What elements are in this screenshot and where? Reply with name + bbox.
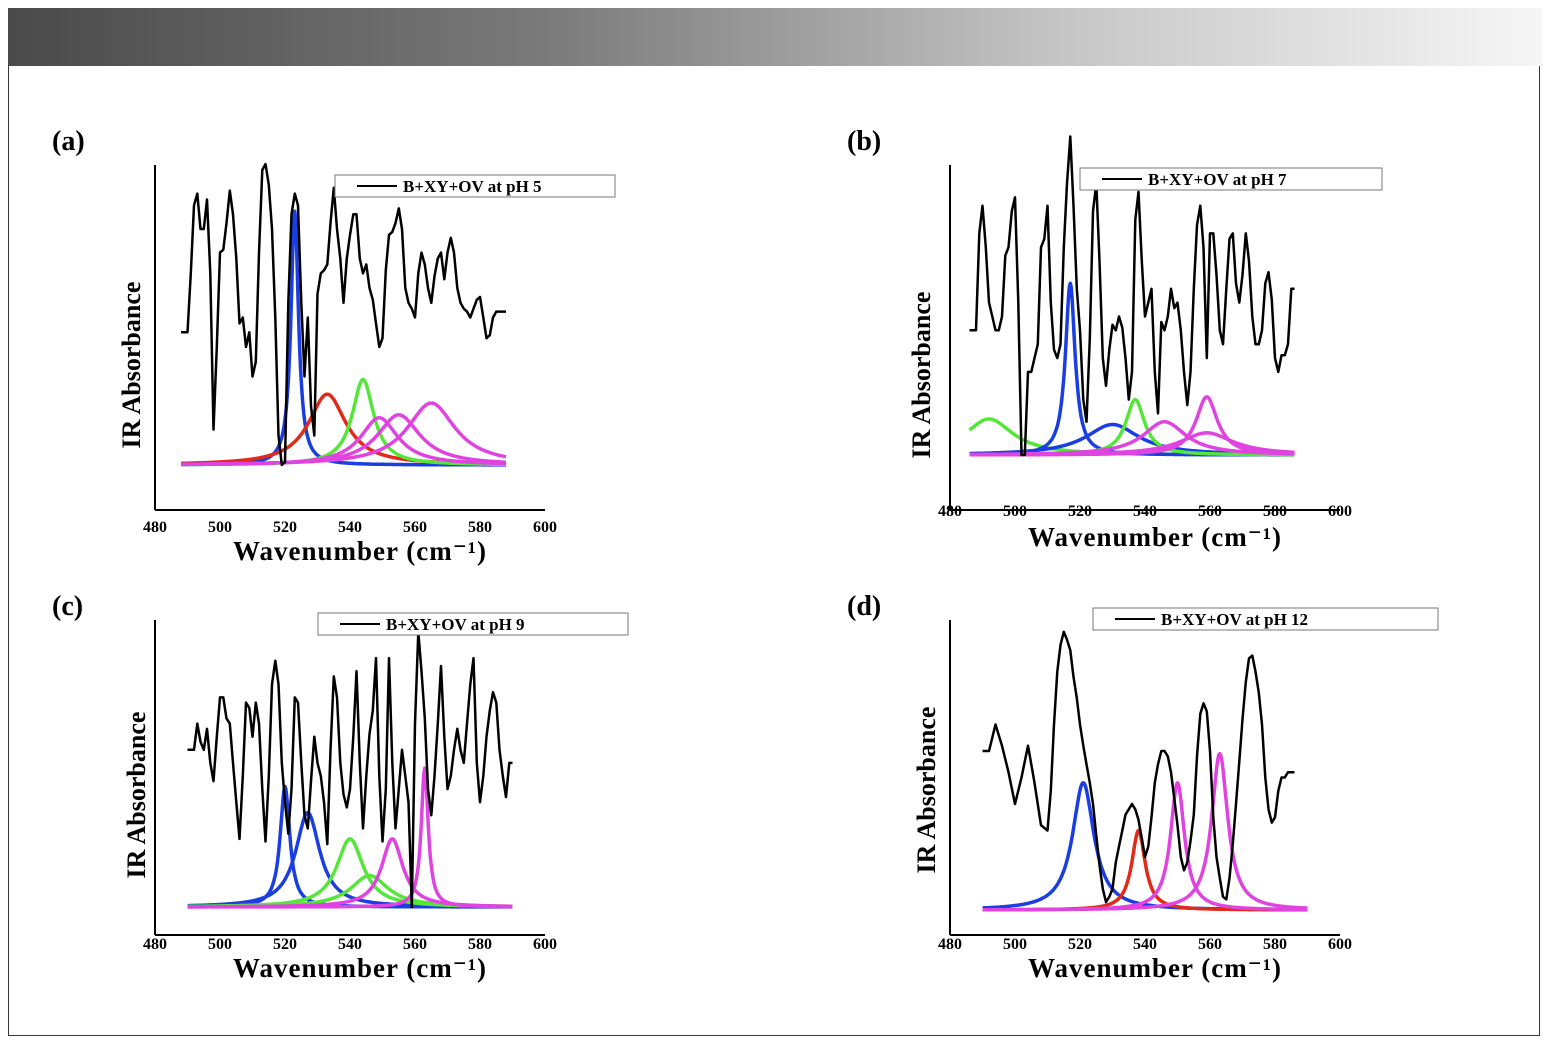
x-tick-label: 520 <box>1068 503 1092 520</box>
x-tick-label: 480 <box>938 503 962 520</box>
y-axis-label: IR Absorbance <box>912 707 941 874</box>
legend-text: B+XY+OV at pH 5 <box>403 177 542 196</box>
panel-label: (c) <box>52 591 83 622</box>
chart-panel-a: (a) 480 500 520 540 560 580 600 B+XY+OV at pH … <box>40 120 800 590</box>
x-tick-label: 580 <box>468 519 492 536</box>
fit-curve-1 <box>180 209 507 467</box>
header-banner <box>8 8 1542 66</box>
x-tick-label: 540 <box>338 936 362 953</box>
chart-panel-c: (c) 480 500 520 540 560 580 600 B+XY+OV at pH … <box>40 585 800 1055</box>
spectrum <box>969 135 1295 457</box>
x-tick-label: 600 <box>1328 503 1352 520</box>
panel-label: (d) <box>847 591 881 622</box>
x-tick-label: 500 <box>208 936 232 953</box>
fit-curve-1 <box>981 781 1309 912</box>
fit-curve-2 <box>981 828 1309 912</box>
spectrum-line <box>187 630 513 909</box>
legend: B+XY+OV at pH 7 <box>1079 167 1383 191</box>
figure-frame <box>8 66 1540 1036</box>
legend-box <box>334 174 616 198</box>
legend-box <box>1092 607 1439 631</box>
x-tick-label: 480 <box>938 936 962 953</box>
y-axis-label: IR Absorbance <box>122 712 151 879</box>
x-tick-label: 520 <box>1068 936 1092 953</box>
x-tick-label: 580 <box>468 936 492 953</box>
legend-text: B+XY+OV at pH 7 <box>1148 170 1287 189</box>
legend-box <box>1079 167 1383 191</box>
spectrum <box>181 162 506 467</box>
chart-svg-c: (c) 480 500 520 540 560 580 600 B+XY+OV at pH … <box>52 591 629 983</box>
x-tick-label: 540 <box>1133 936 1157 953</box>
x-tick-label: 600 <box>1328 936 1352 953</box>
spectrum <box>187 630 513 909</box>
fit-curve-6 <box>180 401 507 466</box>
spectrum <box>982 630 1295 904</box>
legend-text: B+XY+OV at pH 12 <box>1161 610 1308 629</box>
legend-text: B+XY+OV at pH 9 <box>386 615 525 634</box>
x-tick-label: 560 <box>403 936 427 953</box>
x-tick-label: 540 <box>1133 503 1157 520</box>
chart-panel-b: (b) 480 500 520 540 560 580 600 B+XY+OV at pH … <box>835 120 1550 590</box>
x-tick-label: 480 <box>143 519 167 536</box>
fit-curves <box>180 209 507 467</box>
x-tick-label: 520 <box>273 936 297 953</box>
legend: B+XY+OV at pH 9 <box>317 612 629 636</box>
x-axis-label: Wavenumber (cm⁻¹) <box>233 953 487 983</box>
chart-svg-b: (b) 480 500 520 540 560 580 600 B+XY+OV at pH … <box>847 126 1383 552</box>
x-ticks: 480 500 520 540 560 580 600 <box>143 936 557 953</box>
fit-curve-2 <box>186 810 514 909</box>
x-tick-label: 580 <box>1263 936 1287 953</box>
x-ticks: 480 500 520 540 560 580 600 <box>143 519 557 536</box>
fit-curve-4 <box>981 751 1309 912</box>
chart-svg-d: (d) 480 500 520 540 560 580 600 B+XY+OV at pH … <box>847 591 1439 983</box>
x-tick-label: 600 <box>533 936 557 953</box>
x-ticks: 480 500 520 540 560 580 600 <box>938 936 1352 953</box>
fit-curves <box>186 766 514 909</box>
chart-panel-d: (d) 480 500 520 540 560 580 600 B+XY+OV at pH … <box>835 585 1550 1055</box>
axes <box>154 165 545 511</box>
axes <box>154 620 545 936</box>
axes <box>949 165 1340 511</box>
x-tick-label: 480 <box>143 936 167 953</box>
fit-curve-3 <box>981 781 1309 912</box>
legend: B+XY+OV at pH 5 <box>334 174 616 198</box>
spectrum-line <box>969 135 1295 457</box>
x-tick-label: 560 <box>1198 936 1222 953</box>
x-tick-label: 560 <box>1198 503 1222 520</box>
legend: B+XY+OV at pH 12 <box>1092 607 1439 631</box>
panel-label: (b) <box>847 126 881 157</box>
legend-box <box>317 612 629 636</box>
x-tick-label: 580 <box>1263 503 1287 520</box>
x-tick-label: 520 <box>273 519 297 536</box>
chart-svg-a: (a) 480 500 520 540 560 580 600 B+XY+OV at pH … <box>52 126 616 566</box>
x-axis-label: Wavenumber (cm⁻¹) <box>233 536 487 566</box>
fit-curve-6 <box>186 766 514 909</box>
spectrum-line <box>982 630 1295 904</box>
x-tick-label: 600 <box>533 519 557 536</box>
spectrum-line <box>181 162 506 467</box>
x-axis-label: Wavenumber (cm⁻¹) <box>1028 953 1282 983</box>
x-tick-label: 540 <box>338 519 362 536</box>
x-tick-label: 500 <box>1003 503 1027 520</box>
x-tick-label: 500 <box>208 519 232 536</box>
x-axis-label: Wavenumber (cm⁻¹) <box>1028 522 1282 552</box>
y-axis-label: IR Absorbance <box>117 282 146 449</box>
panel-label: (a) <box>52 126 85 157</box>
axes <box>949 620 1340 936</box>
fit-curves <box>981 751 1309 912</box>
x-tick-label: 500 <box>1003 936 1027 953</box>
y-axis-label: IR Absorbance <box>907 292 936 459</box>
x-tick-label: 560 <box>403 519 427 536</box>
x-ticks: 480 500 520 540 560 580 600 <box>938 503 1352 520</box>
